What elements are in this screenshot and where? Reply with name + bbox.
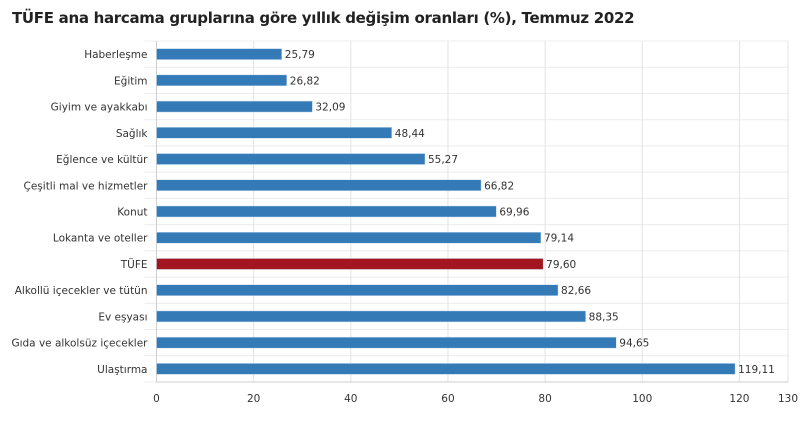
data-label: 66,82 [484,180,514,192]
x-tick-label: 120 [729,393,749,405]
category-label: Haberleşme [84,49,147,61]
bar [156,363,736,375]
data-label: 32,09 [315,102,345,114]
x-tick-label: 130 [778,393,798,405]
bar [156,284,559,296]
category-label: Ev eşyası [98,311,147,323]
bar [156,310,586,323]
bar [156,336,617,349]
category-label: Lokanta ve oteller [53,233,148,245]
category-label: Alkollü içecekler ve tütün [15,285,148,297]
data-label: 79,60 [546,259,576,271]
data-label: 69,96 [499,207,529,219]
x-tick-label: 0 [153,393,160,405]
category-label: Ulaştırma [97,364,147,376]
data-label: 26,82 [290,75,320,87]
data-label: 48,44 [395,128,425,140]
x-tick-label: 40 [344,393,357,405]
category-label: Sağlık [116,128,149,140]
data-label: 88,35 [589,311,619,323]
x-tick-label: 80 [538,393,551,405]
category-label: Gıda ve alkolsüz içecekler [11,338,148,350]
category-label: Giyim ve ayakkabı [51,102,148,114]
bar [156,100,313,113]
bar [156,179,482,192]
data-label: 94,65 [619,338,649,350]
data-label: 79,14 [544,233,574,245]
bar [156,127,393,139]
chart-title: TÜFE ana harcama gruplarına göre yıllık … [12,9,635,27]
x-tick-label: 60 [441,393,454,405]
category-label: TÜFE [120,258,148,271]
bar [156,74,288,87]
bar [156,205,497,218]
x-tick-label: 20 [247,393,260,405]
bar [156,48,283,60]
data-label: 55,27 [428,154,458,166]
data-label: 82,66 [561,285,591,297]
category-label: Konut [117,207,147,219]
category-label: Eğitim [114,75,147,87]
data-label: 25,79 [285,49,315,61]
bar [156,231,542,244]
bar [156,258,544,270]
data-label: 119,11 [738,364,775,376]
category-label: Çeşitli mal ve hizmetler [24,180,149,192]
category-label: Eğlence ve kültür [56,154,148,166]
x-tick-label: 100 [632,393,652,405]
bar [156,153,426,165]
